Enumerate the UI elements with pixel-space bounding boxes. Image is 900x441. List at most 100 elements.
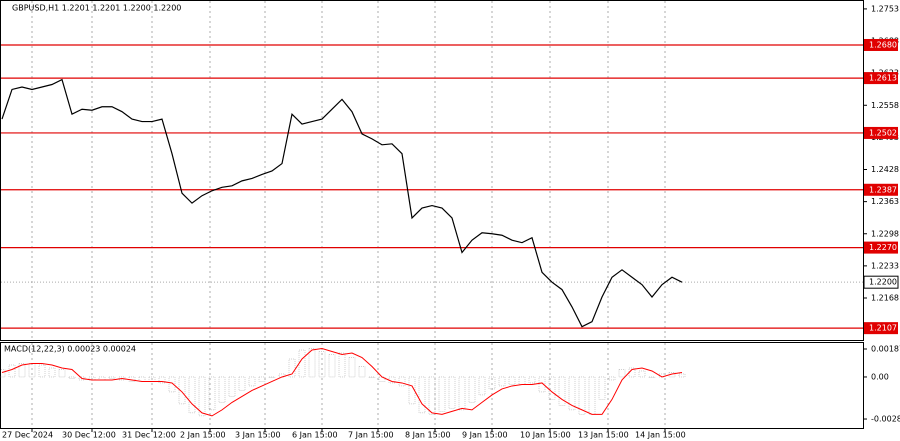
price-line [1, 78, 683, 328]
y-tick-label: 1.2753 [871, 4, 899, 13]
macd-bar [238, 376, 246, 391]
macd-bar [88, 376, 96, 381]
macd-bar [278, 373, 286, 378]
current-box [863, 275, 899, 289]
x-tick-label: 10 Jan 15:00 [520, 431, 571, 440]
y-tick-label: 1.2298 [871, 229, 899, 238]
y-tick-label: 1.2558 [871, 101, 899, 110]
level-box [864, 72, 898, 85]
level-label: 1.2270 [869, 243, 897, 252]
y2-tick-label: 0.00187 [871, 344, 900, 353]
level-label: 1.2502 [869, 128, 897, 137]
chart-title: GBPUSD,H1 1.2201 1.2201 1.2200 1.2200 [12, 4, 181, 13]
macd-bar [258, 376, 266, 382]
level-box [864, 322, 898, 335]
y-tick-label: 1.2363 [871, 197, 899, 206]
x-tick-label: 13 Jan 15:00 [578, 431, 629, 440]
current-label: 1.2200 [869, 278, 897, 287]
macd-bar [618, 369, 626, 378]
macd-bar [588, 376, 596, 415]
level-box [864, 38, 898, 51]
macd-bar [188, 376, 196, 414]
x-tick-label: 27 Dec 2024 [2, 431, 53, 440]
macd-bar [248, 376, 256, 387]
macd-panel [0, 342, 864, 429]
macd-bar [178, 376, 186, 405]
macd-bar [198, 376, 206, 417]
macd-bar [58, 369, 66, 378]
x-tick-label: 31 Dec 12:00 [122, 431, 176, 440]
macd-bar [328, 354, 336, 378]
macd-bar [448, 376, 456, 409]
macd-bar [358, 366, 366, 378]
x-tick-label: 3 Jan 15:00 [235, 431, 281, 440]
y-tick-label: 1.2233 [871, 261, 899, 270]
macd-bar [608, 376, 616, 381]
level-label: 1.2680 [869, 40, 897, 49]
macd-bar [298, 349, 306, 378]
macd-bar [348, 357, 356, 378]
macd-bar [648, 376, 656, 378]
x-tick-label: 7 Jan 15:00 [348, 431, 394, 440]
level-box [864, 241, 898, 254]
macd-bar [338, 352, 346, 378]
macd-bar [478, 376, 486, 396]
x-tick-label: 8 Jan 15:00 [405, 431, 451, 440]
macd-bar [148, 376, 156, 382]
macd-bar [628, 367, 636, 378]
macd-bar [18, 363, 26, 378]
macd-bar [268, 376, 276, 378]
macd-bar [108, 376, 116, 379]
macd-bar [288, 358, 296, 378]
macd-bar [568, 376, 576, 411]
x-tick-label: 9 Jan 15:00 [462, 431, 508, 440]
macd-bar [308, 348, 316, 378]
macd-bar [458, 376, 466, 411]
macd-bar [98, 376, 106, 381]
macd-bar [518, 376, 526, 385]
macd-bar [558, 376, 566, 406]
y-tick-label: 1.2428 [871, 165, 899, 174]
macd-bar [398, 376, 406, 387]
macd-bar [578, 376, 586, 415]
macd-bar [428, 376, 436, 415]
macd-bar [508, 376, 516, 385]
x-tick-label: 30 Dec 12:00 [62, 431, 116, 440]
y-tick-label: 1.2168 [871, 293, 899, 302]
level-label: 1.2107 [869, 324, 897, 333]
macd-bar [418, 376, 426, 414]
indicator-label: MACD(12,22,3) 0.00023 0.00024 [4, 345, 136, 354]
macd-bar [78, 376, 86, 381]
macd-bar [38, 364, 46, 378]
macd-bar [598, 376, 606, 400]
level-label: 1.2613 [869, 74, 897, 83]
macd-bar [218, 376, 226, 403]
macd-bar [0, 369, 6, 378]
x-tick-label: 2 Jan 15:00 [180, 431, 226, 440]
macd-bar [8, 364, 16, 378]
macd-bar [528, 376, 536, 384]
macd-bar [438, 376, 446, 412]
macd-bar [228, 376, 236, 397]
macd-bar [368, 376, 376, 378]
x-tick-label: 14 Jan 15:00 [635, 431, 686, 440]
x-tick-label: 6 Jan 15:00 [292, 431, 338, 440]
macd-bar [158, 376, 166, 384]
macd-bar [138, 376, 146, 382]
macd-bar [68, 376, 76, 379]
macd-bar [678, 373, 686, 378]
macd-bar [638, 370, 646, 378]
level-label: 1.2387 [869, 185, 897, 194]
level-box [864, 126, 898, 139]
macd-bar [48, 367, 56, 378]
macd-bar [208, 376, 216, 411]
level-box [864, 183, 898, 196]
y2-tick-label: 0.00 [871, 372, 889, 381]
macd-bar [468, 376, 476, 403]
macd-bar [488, 376, 496, 390]
macd-bar [408, 376, 416, 405]
macd-bar [498, 376, 506, 387]
macd-bar [538, 376, 546, 393]
